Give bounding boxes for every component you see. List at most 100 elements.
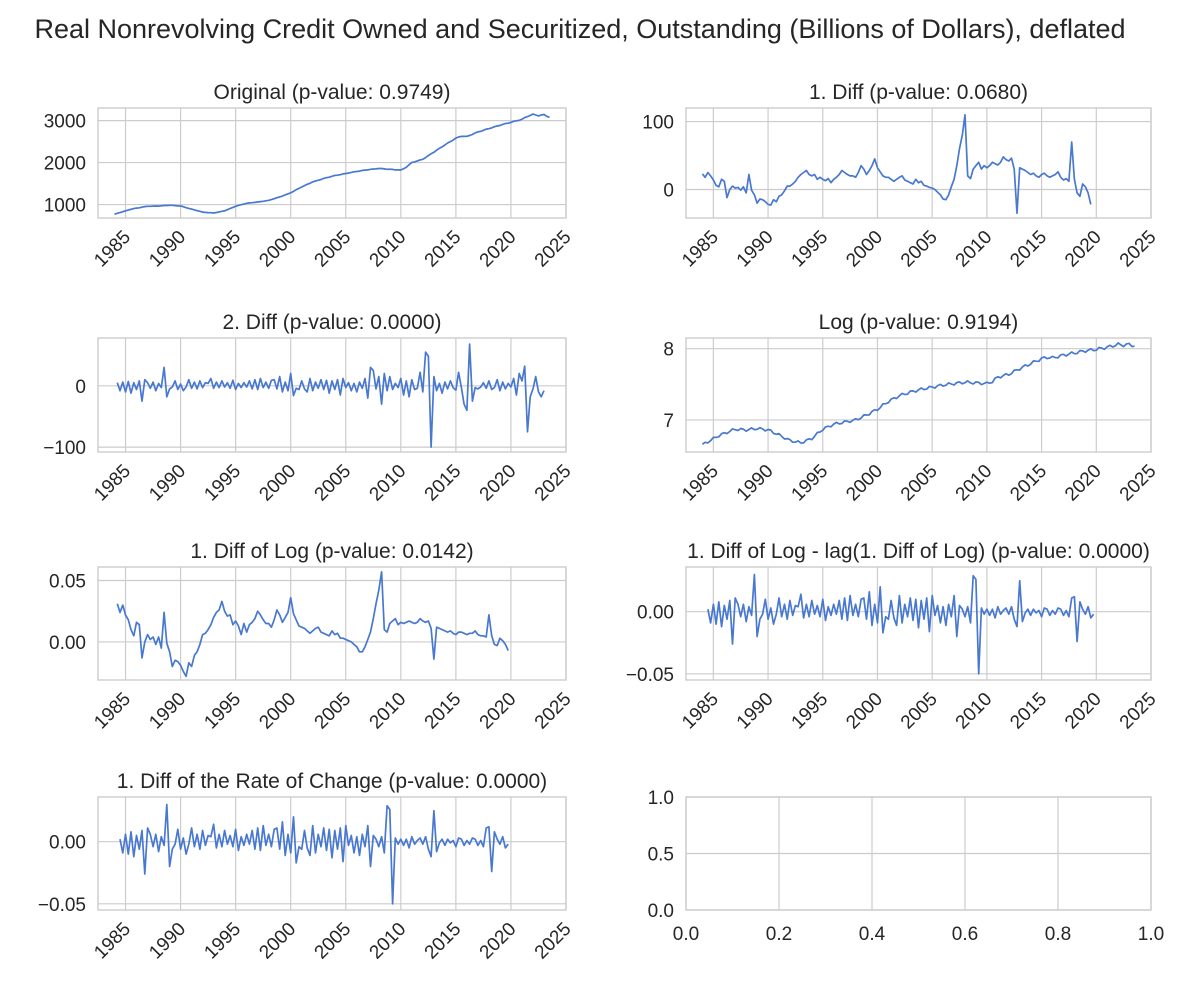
y-tick-label: 7 (663, 411, 674, 432)
y-tick-label: −100 (43, 438, 86, 459)
x-tick-label: 2020 (1061, 689, 1106, 734)
x-tick-label: 2010 (952, 461, 997, 506)
x-tick-label: 1995 (200, 689, 245, 734)
x-tick-label: 1985 (90, 689, 135, 734)
subplot-title: Original (p-value: 0.9749) (214, 81, 451, 104)
x-tick-label: 2025 (531, 689, 576, 734)
x-tick-label: 2020 (476, 689, 521, 734)
x-tick-label: 1985 (678, 689, 723, 734)
x-tick-label: 1995 (200, 461, 245, 506)
x-tick-label: 1990 (733, 461, 778, 506)
subplot-title: 1. Diff (p-value: 0.0680) (809, 81, 1028, 104)
x-tick-label: 1990 (733, 689, 778, 734)
x-tick-label: 1990 (145, 919, 190, 964)
subplot-title: 1. Diff of the Rate of Change (p-value: … (117, 770, 547, 793)
series-line (701, 342, 1135, 445)
x-tick-label: 1985 (678, 461, 723, 506)
x-tick-label: 2010 (952, 689, 997, 734)
y-tick-label: 1000 (44, 196, 86, 217)
x-tick-label: 2000 (255, 689, 300, 734)
x-tick-label: 0.0 (673, 924, 699, 945)
x-tick-label: 2020 (476, 461, 521, 506)
y-tick-label: 0.05 (49, 572, 86, 593)
x-tick-label: 2025 (531, 919, 576, 964)
x-tick-label: 2015 (1006, 689, 1051, 734)
y-tick-label: 0.0 (648, 901, 674, 922)
x-tick-label: 1990 (145, 689, 190, 734)
subplot-4: 7 8 1985 1990 1995 2000 2005 2010 2015 2020 2025 Lo… (663, 311, 1160, 505)
x-tick-label: 1995 (788, 461, 833, 506)
x-tick-label: 2020 (476, 919, 521, 964)
y-tick-label: 3000 (44, 112, 86, 133)
series-line (114, 113, 550, 216)
x-tick-label: 2015 (421, 919, 466, 964)
x-tick-label: 2005 (311, 689, 356, 734)
series-line (701, 113, 1092, 215)
x-tick-label: 2010 (366, 689, 411, 734)
subplot-title: 2. Diff (p-value: 0.0000) (222, 311, 441, 334)
x-tick-label: 2025 (1116, 689, 1161, 734)
axes-frame (97, 337, 567, 453)
y-tick-label: 0 (663, 180, 674, 201)
x-tick-label: 2005 (311, 919, 356, 964)
x-tick-label: 2000 (842, 689, 887, 734)
y-tick-label: 0.00 (49, 833, 86, 854)
x-tick-label: 2010 (952, 227, 997, 272)
y-tick-label: 2000 (44, 154, 86, 175)
series-line (707, 573, 1095, 675)
x-tick-label: 2005 (897, 689, 942, 734)
x-tick-label: 2005 (897, 227, 942, 272)
axes-frame (97, 107, 567, 219)
x-tick-label: 2005 (897, 461, 942, 506)
y-tick-label: 1.0 (648, 788, 674, 809)
subplot-5: 0.00 0.05 1985 1990 1995 2000 2005 2010 2015 2020… (49, 540, 576, 733)
axes-frame (685, 796, 1152, 911)
x-tick-label: 2005 (311, 461, 356, 506)
x-tick-label: 1990 (733, 227, 778, 272)
x-tick-label: 1995 (200, 227, 245, 272)
subplot-title: 1. Diff of Log - lag(1. Diff of Log) (p-… (687, 540, 1150, 563)
axes-frame (97, 796, 567, 911)
x-tick-label: 1995 (788, 227, 833, 272)
x-tick-label: 2010 (366, 227, 411, 272)
x-tick-label: 2000 (842, 227, 887, 272)
x-tick-label: 2005 (311, 227, 356, 272)
series-line (119, 803, 509, 905)
x-tick-label: 2015 (421, 461, 466, 506)
y-tick-label: 0.5 (648, 845, 674, 866)
x-tick-label: 1985 (90, 461, 135, 506)
figure-title-text: Real Nonrevolving Credit Owned and Secur… (34, 14, 1126, 44)
y-tick-label: 0 (75, 377, 86, 398)
x-tick-label: 2015 (421, 689, 466, 734)
figure-title: Real Nonrevolving Credit Owned and Secur… (0, 14, 1200, 45)
x-tick-label: 2025 (1116, 227, 1161, 272)
axes-frame (685, 566, 1152, 681)
axes-frame (97, 566, 567, 681)
x-tick-label: 0.2 (766, 924, 792, 945)
y-tick-label: 0.00 (49, 633, 86, 654)
y-tick-label: 0.00 (637, 603, 674, 624)
x-tick-label: 2015 (1006, 227, 1051, 272)
x-tick-label: 2010 (366, 461, 411, 506)
x-tick-label: 1985 (90, 227, 135, 272)
x-tick-label: 2020 (476, 227, 521, 272)
subplot-3: −100 0 1985 1990 1995 2000 2005 2010 2015 2020 202… (43, 311, 575, 505)
x-tick-label: 2015 (1006, 461, 1051, 506)
x-tick-label: 2020 (1061, 227, 1106, 272)
x-tick-label: 1995 (200, 919, 245, 964)
x-tick-label: 2015 (421, 227, 466, 272)
x-tick-label: 1985 (678, 227, 723, 272)
x-tick-label: 0.4 (859, 924, 886, 945)
x-tick-label: 1990 (145, 461, 190, 506)
x-tick-label: 1.0 (1138, 924, 1164, 945)
series-line (116, 571, 509, 678)
x-tick-label: 2000 (255, 227, 300, 272)
subplot-2: 0 100 1985 1990 1995 2000 2005 2010 2015 2020 2025… (642, 81, 1160, 271)
x-tick-label: 2025 (531, 461, 576, 506)
x-tick-label: 2000 (255, 461, 300, 506)
x-tick-label: 2010 (366, 919, 411, 964)
subplot-title: 1. Diff of Log (p-value: 0.0142) (190, 540, 473, 563)
